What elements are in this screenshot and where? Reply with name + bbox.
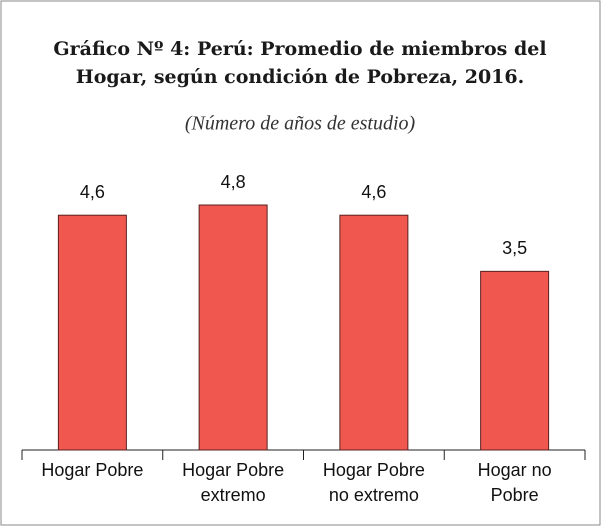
data-label: 4,6 — [80, 182, 105, 202]
bar — [198, 204, 268, 451]
x-tick-label: Hogar no Pobre — [478, 460, 552, 505]
chart-subtitle: (Número de años de estudio) — [185, 113, 416, 135]
x-tick-label: Hogar Pobre no extremo — [323, 460, 425, 505]
bar — [480, 270, 550, 451]
x-tick-label: Hogar Pobre — [41, 460, 143, 480]
bar — [339, 214, 409, 451]
data-label: 4,8 — [221, 172, 246, 192]
data-label: 3,5 — [502, 238, 527, 258]
bar — [57, 214, 127, 451]
data-label: 4,6 — [361, 182, 386, 202]
x-tick-label: Hogar Pobre extremo — [182, 460, 284, 505]
chart-title: Gráfico Nº 4: Perú: Promedio de miembros… — [53, 38, 546, 88]
